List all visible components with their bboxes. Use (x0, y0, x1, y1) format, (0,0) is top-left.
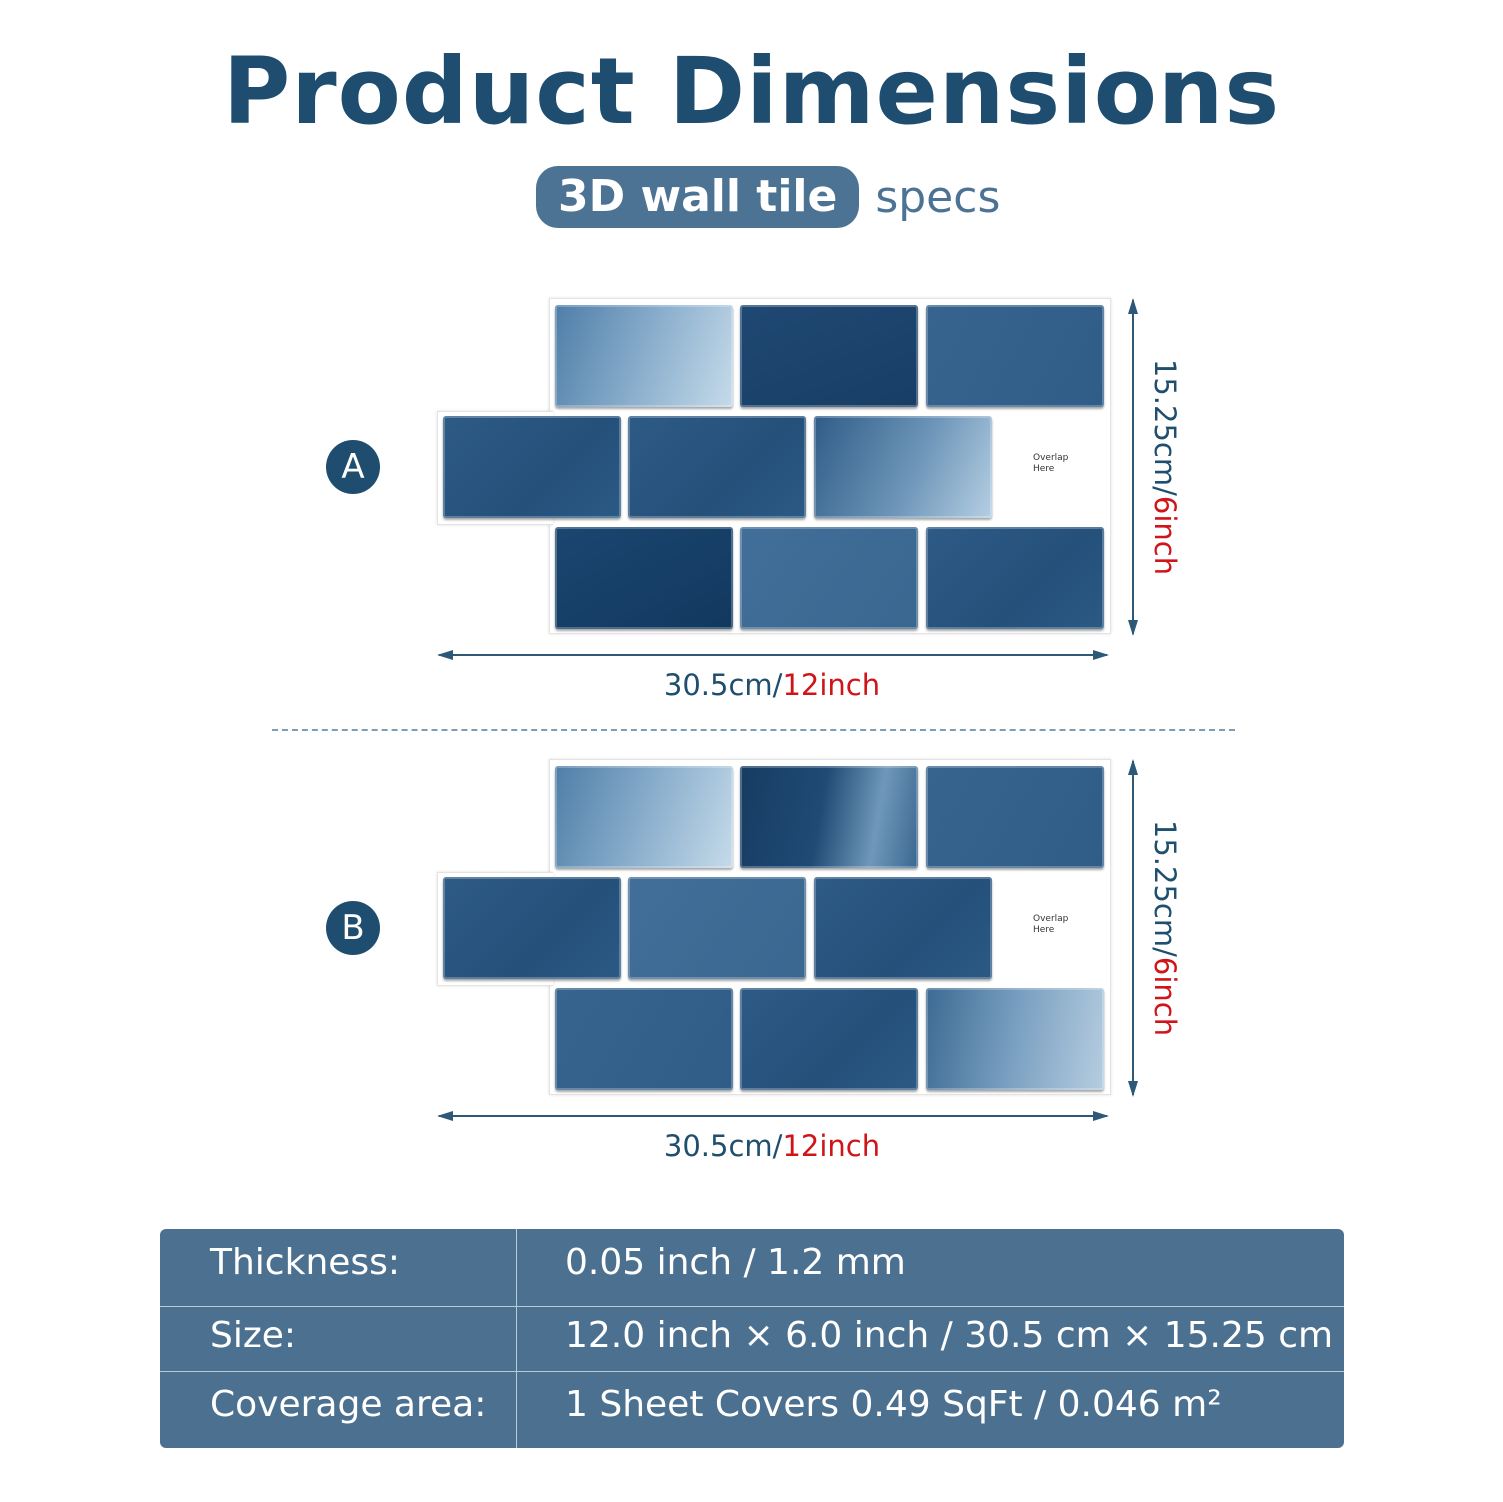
overlap-note: Overlap Here (1033, 914, 1069, 935)
section-divider (272, 729, 1235, 731)
tile (555, 527, 733, 629)
width-arrow-a (437, 650, 1109, 660)
spec-label: Thickness: (210, 1242, 401, 1283)
tile (926, 988, 1104, 1090)
page-title: Product Dimensions (222, 38, 1281, 145)
row-divider (160, 1306, 1344, 1307)
height-arrow-b (1128, 759, 1138, 1097)
width-arrow-b (437, 1111, 1109, 1121)
spec-value: 0.05 inch / 1.2 mm (565, 1242, 906, 1283)
tile (740, 988, 918, 1090)
tile (740, 766, 918, 868)
spec-table: Thickness: 0.05 inch / 1.2 mm Size: 12.0… (160, 1229, 1344, 1448)
variant-badge-a: A (326, 440, 380, 494)
product-type-pill: 3D wall tile (536, 166, 860, 228)
tile (443, 416, 621, 518)
height-label-a: 15.25cm/6inch (1148, 358, 1182, 576)
subtitle: 3D wall tile specs (536, 166, 1000, 228)
tile (628, 877, 806, 979)
overlap-note: Overlap Here (1033, 453, 1069, 474)
tile (926, 766, 1104, 868)
spec-value: 1 Sheet Covers 0.49 SqFt / 0.046 m² (565, 1384, 1222, 1425)
tile (555, 305, 733, 407)
tile (740, 305, 918, 407)
tile (628, 416, 806, 518)
tile (555, 766, 733, 868)
spec-value: 12.0 inch × 6.0 inch / 30.5 cm × 15.25 c… (565, 1315, 1334, 1356)
tile (814, 877, 992, 979)
width-label-b: 30.5cm/12inch (663, 1129, 881, 1163)
height-arrow-a (1128, 298, 1138, 636)
tile (555, 988, 733, 1090)
column-divider (516, 1229, 517, 1448)
tile (443, 877, 621, 979)
width-label-a: 30.5cm/12inch (663, 668, 881, 702)
tile (926, 527, 1104, 629)
spec-label: Coverage area: (210, 1384, 487, 1425)
tile (926, 305, 1104, 407)
tile (740, 527, 918, 629)
subtitle-suffix: specs (875, 171, 1001, 223)
tile (814, 416, 992, 518)
height-label-b: 15.25cm/6inch (1148, 819, 1182, 1037)
spec-label: Size: (210, 1315, 297, 1356)
row-divider (160, 1371, 1344, 1372)
variant-badge-b: B (326, 901, 380, 955)
